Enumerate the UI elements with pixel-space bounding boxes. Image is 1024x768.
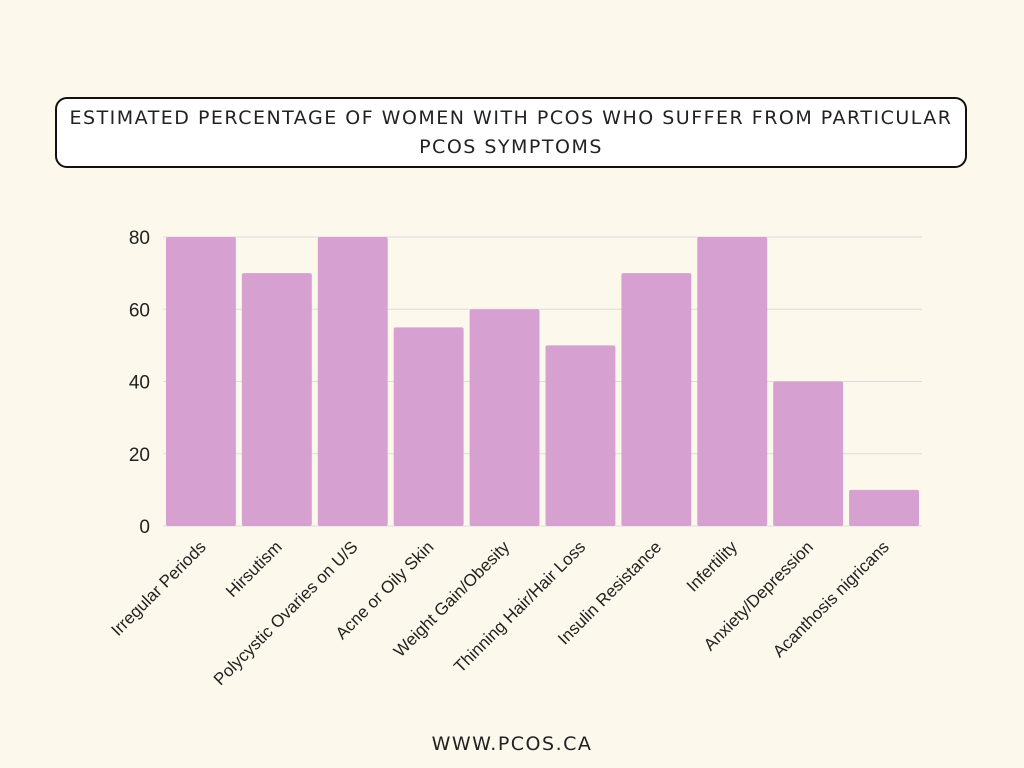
bar-polycystic-ovaries-on-u-s — [317, 237, 388, 526]
y-axis-tick-labels: 0 20 40 60 80 — [129, 228, 150, 538]
bars — [166, 237, 919, 526]
chart-title: ESTIMATED PERCENTAGE OF WOMEN WITH PCOS … — [55, 97, 967, 168]
bar-insulin-resistance — [621, 273, 692, 526]
bar-irregular-periods — [166, 237, 236, 526]
y-tick-label: 80 — [129, 228, 150, 249]
y-tick-label: 20 — [129, 445, 150, 466]
bar-acanthosis-nigricans — [849, 489, 919, 526]
y-tick-label: 60 — [129, 300, 150, 321]
bar-thinning-hair-hair-loss — [545, 345, 616, 526]
bar-anxiety-depression — [773, 381, 844, 526]
x-tick-label: Infertility — [683, 537, 742, 596]
bar-infertility — [697, 237, 768, 526]
footer-website: WWW.PCOS.CA — [431, 733, 593, 755]
x-tick-label: Hirsutism — [222, 537, 286, 601]
x-tick-label: Irregular Periods — [107, 537, 209, 639]
bar-acne-or-oily-skin — [393, 327, 464, 526]
bar-hirsutism — [241, 273, 312, 526]
y-tick-label: 40 — [129, 373, 150, 394]
x-tick-label: Thinning Hair/Hair Loss — [450, 537, 589, 676]
x-tick-label: Polycystic Ovaries on U/S — [210, 537, 362, 689]
y-tick-label: 0 — [139, 517, 150, 538]
bar-weight-gain-obesity — [469, 309, 540, 526]
